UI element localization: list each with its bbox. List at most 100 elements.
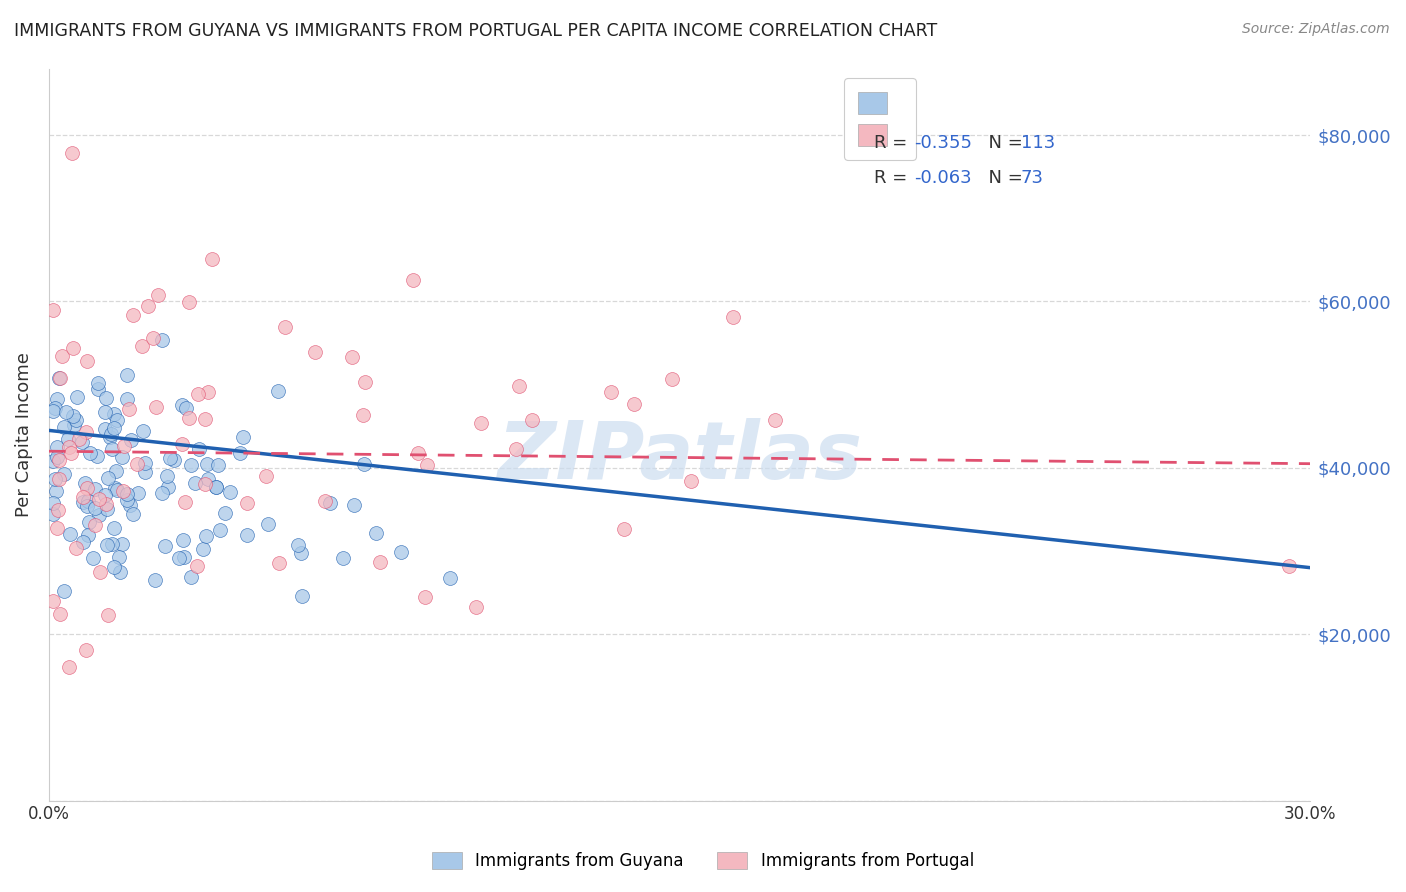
Point [101, 537, 124, 551]
Point [58, 440, 80, 454]
Point [83, 517, 105, 532]
Text: R =: R = [875, 169, 914, 187]
Point [42, 594, 65, 608]
Point [67, 433, 90, 447]
Text: N =: N = [977, 134, 1029, 152]
Point [153, 540, 176, 554]
Point [229, 446, 252, 460]
Point [364, 526, 387, 541]
Point [188, 442, 211, 456]
Point [56, 433, 79, 447]
Point [173, 550, 195, 565]
Point [150, 333, 173, 347]
Point [368, 555, 391, 569]
Point [195, 457, 218, 471]
Point [51, 350, 73, 364]
Point [84, 500, 107, 515]
Point [55, 405, 77, 419]
Point [623, 397, 645, 411]
Point [103, 421, 125, 435]
Point [72, 535, 94, 549]
Point [86, 376, 108, 391]
Point [267, 384, 290, 398]
Point [48, 472, 70, 486]
Point [105, 464, 128, 478]
Point [148, 287, 170, 301]
Point [70, 434, 93, 449]
Point [343, 498, 366, 512]
Point [42, 302, 65, 317]
Y-axis label: Per Capita Income: Per Capita Income [15, 352, 32, 517]
Point [184, 475, 207, 490]
Point [121, 507, 143, 521]
Point [42, 403, 65, 417]
Point [599, 385, 621, 400]
Point [406, 446, 429, 460]
Point [76, 354, 98, 368]
Point [131, 339, 153, 353]
Point [103, 559, 125, 574]
Point [763, 412, 786, 426]
Point [87, 382, 110, 396]
Point [96, 538, 118, 552]
Point [76, 528, 98, 542]
Point [332, 550, 354, 565]
Point [73, 476, 96, 491]
Text: R =: R = [875, 134, 914, 152]
Point [65, 541, 87, 555]
Point [94, 405, 117, 419]
Point [209, 523, 232, 537]
Point [177, 295, 200, 310]
Point [108, 549, 131, 564]
Point [205, 479, 228, 493]
Point [177, 411, 200, 425]
Point [100, 427, 122, 442]
Point [63, 418, 86, 433]
Point [105, 483, 128, 497]
Point [87, 492, 110, 507]
Point [60, 145, 83, 160]
Point [413, 590, 436, 604]
Text: ZIPatlas: ZIPatlas [498, 417, 862, 496]
Point [94, 422, 117, 436]
Point [103, 407, 125, 421]
Point [86, 449, 108, 463]
Text: N =: N = [977, 169, 1029, 187]
Point [97, 607, 120, 622]
Point [290, 546, 312, 560]
Point [167, 550, 190, 565]
Point [111, 537, 134, 551]
Point [186, 558, 208, 573]
Point [661, 371, 683, 385]
Point [115, 368, 138, 383]
Point [194, 412, 217, 426]
Point [101, 442, 124, 457]
Point [257, 516, 280, 531]
Point [180, 458, 202, 472]
Point [353, 457, 375, 471]
Point [108, 565, 131, 579]
Point [142, 331, 165, 345]
Point [46, 502, 69, 516]
Point [235, 495, 257, 509]
Point [304, 344, 326, 359]
Point [76, 481, 98, 495]
Point [679, 474, 702, 488]
Point [127, 485, 149, 500]
Point [94, 488, 117, 502]
Point [112, 483, 135, 498]
Point [214, 506, 236, 520]
Point [49, 371, 72, 385]
Point [115, 487, 138, 501]
Point [194, 476, 217, 491]
Point [287, 538, 309, 552]
Point [104, 481, 127, 495]
Point [402, 273, 425, 287]
Point [207, 458, 229, 472]
Point [439, 570, 461, 584]
Point [115, 492, 138, 507]
Point [136, 299, 159, 313]
Point [159, 451, 181, 466]
Point [53, 584, 76, 599]
Point [170, 398, 193, 412]
